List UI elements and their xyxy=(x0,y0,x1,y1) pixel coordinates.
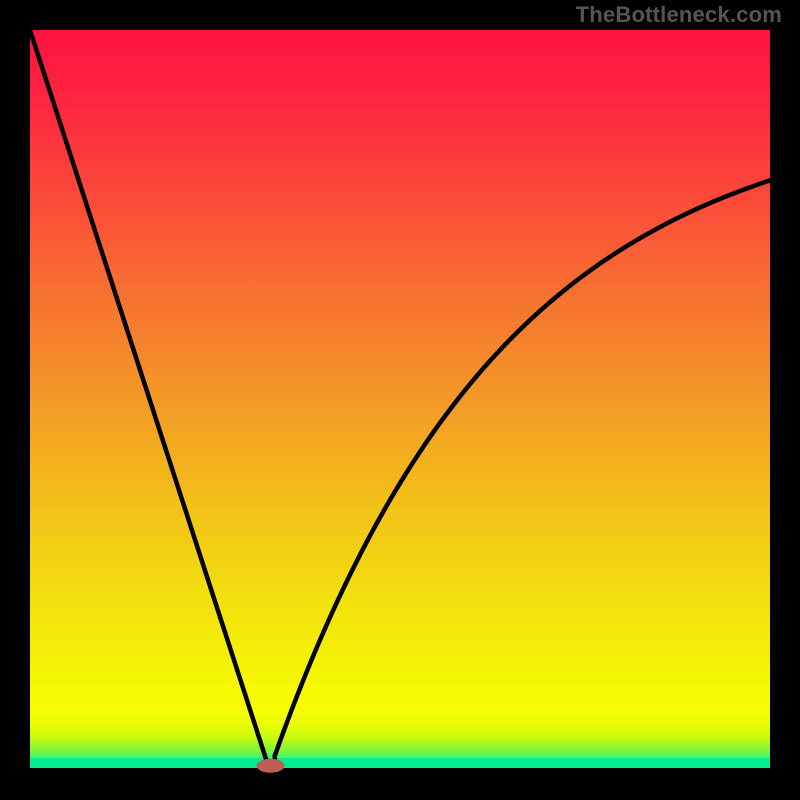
optimal-marker xyxy=(257,759,285,773)
watermark-text: TheBottleneck.com xyxy=(576,2,782,28)
bottleneck-chart xyxy=(0,0,800,800)
plot-area xyxy=(30,30,770,768)
chart-container: TheBottleneck.com xyxy=(0,0,800,800)
optimal-band xyxy=(30,758,770,768)
